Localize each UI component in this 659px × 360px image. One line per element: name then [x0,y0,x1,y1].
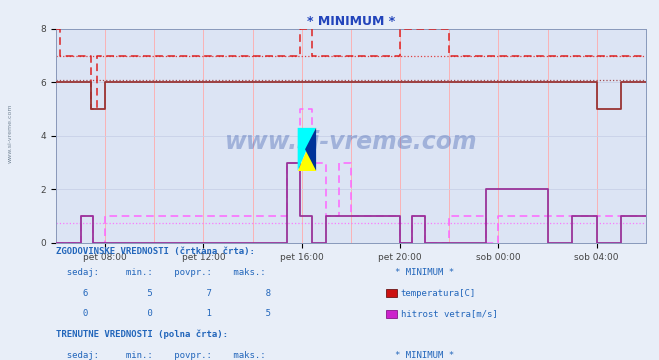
Text: TRENUTNE VREDNOSTI (polna črta):: TRENUTNE VREDNOSTI (polna črta): [56,330,228,339]
Text: www.si-vreme.com: www.si-vreme.com [225,130,477,154]
Text: * MINIMUM *: * MINIMUM * [395,351,455,360]
Text: hitrost vetra[m/s]: hitrost vetra[m/s] [401,310,498,319]
Text: www.si-vreme.com: www.si-vreme.com [8,103,13,163]
Polygon shape [305,128,316,171]
Polygon shape [298,128,316,171]
Polygon shape [298,128,316,171]
Text: 6           5          7          8: 6 5 7 8 [56,289,271,298]
Text: sedaj:     min.:    povpr.:    maks.:: sedaj: min.: povpr.: maks.: [56,268,266,277]
Title: * MINIMUM *: * MINIMUM * [307,15,395,28]
Text: * MINIMUM *: * MINIMUM * [395,268,455,277]
Text: 0           0          1          5: 0 0 1 5 [56,310,271,319]
Text: ZGODOVINSKE VREDNOSTI (črtkana črta):: ZGODOVINSKE VREDNOSTI (črtkana črta): [56,247,255,256]
Text: sedaj:     min.:    povpr.:    maks.:: sedaj: min.: povpr.: maks.: [56,351,266,360]
Text: temperatura[C]: temperatura[C] [401,289,476,298]
